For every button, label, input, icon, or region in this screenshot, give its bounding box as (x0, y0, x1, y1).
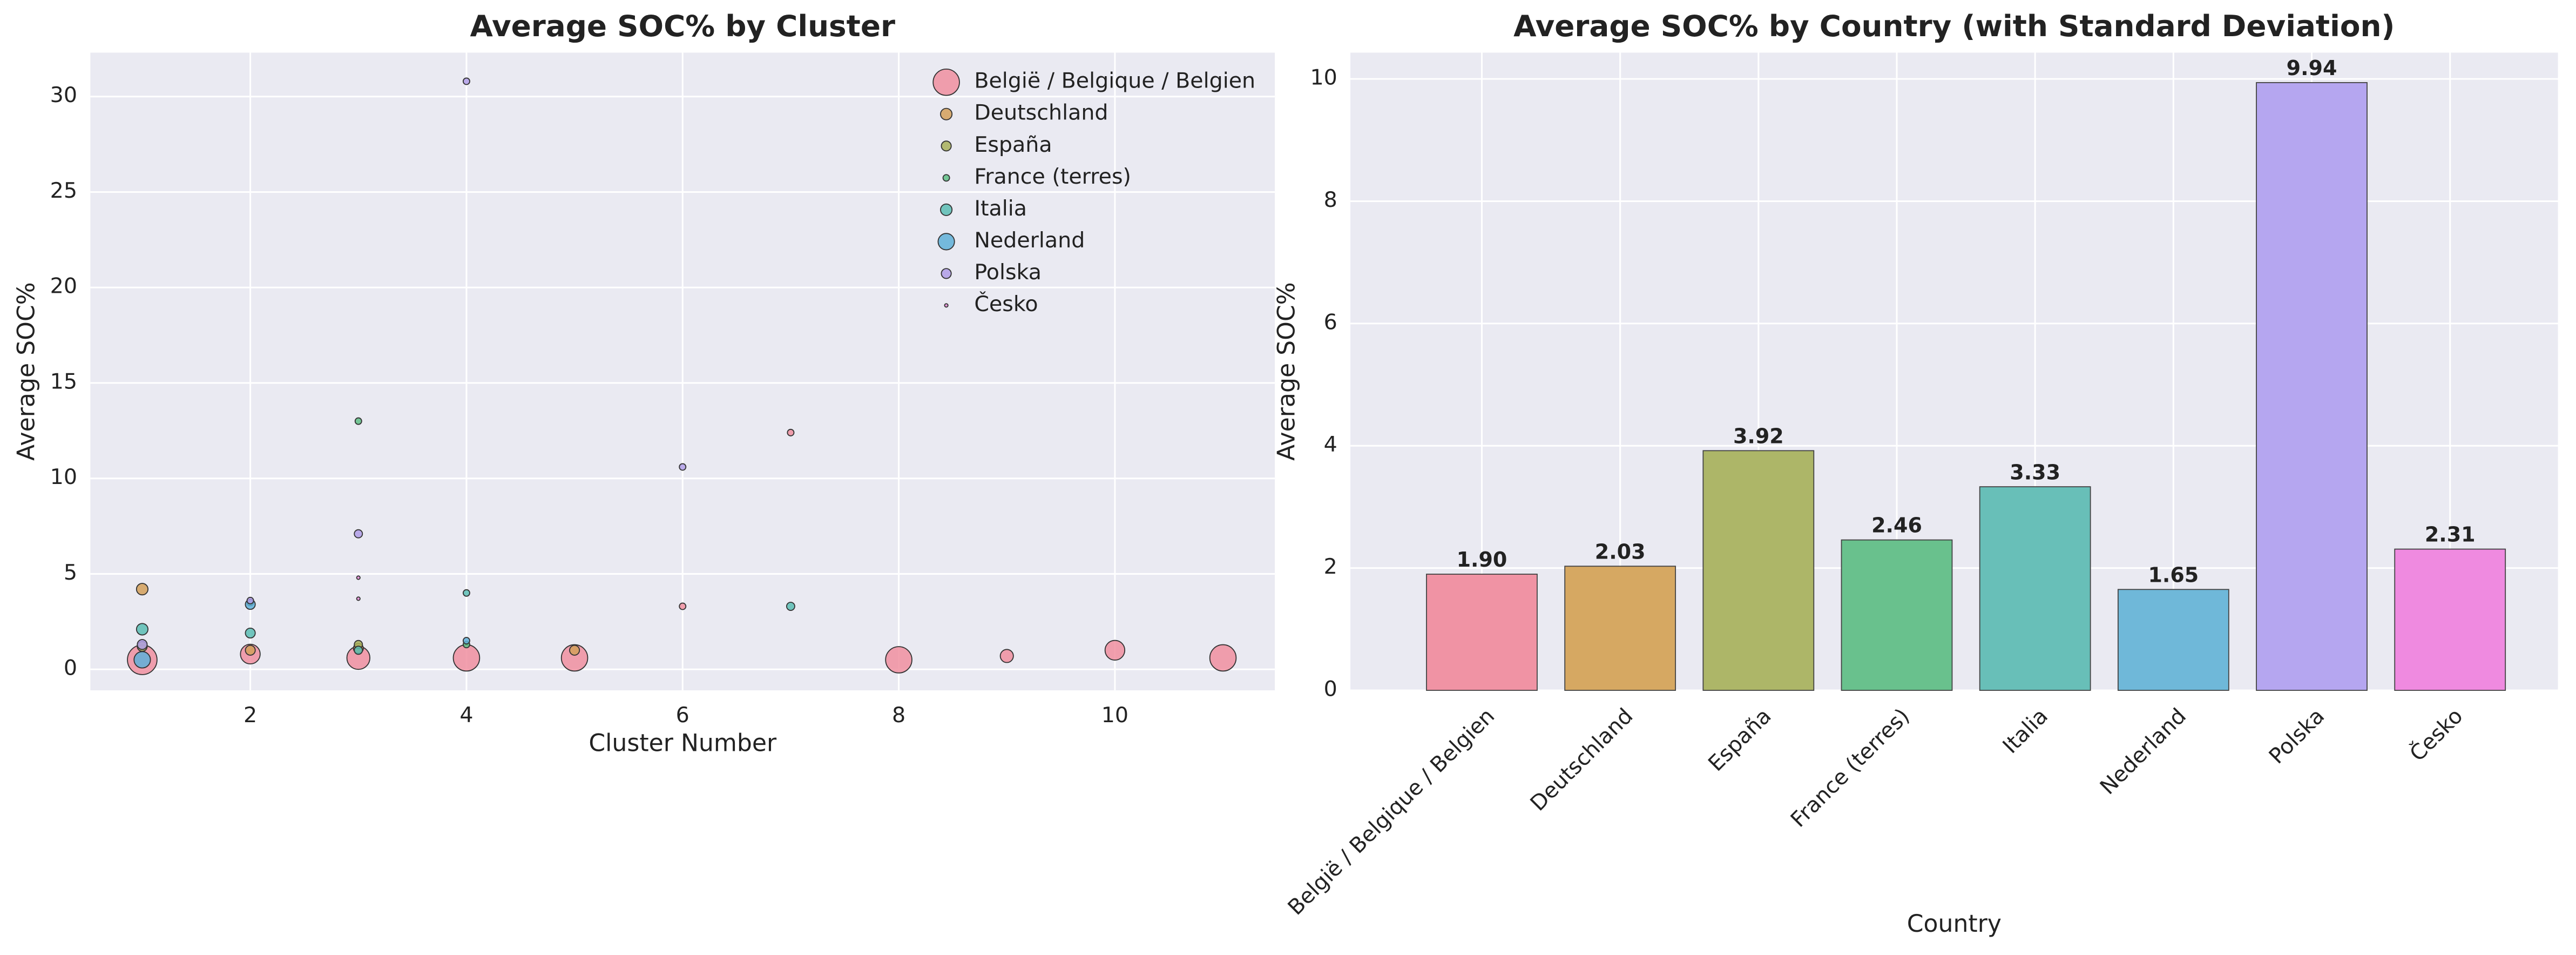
y-tick-label: 15 (50, 369, 77, 394)
bubble (462, 77, 470, 85)
x-tick-label: Česko (2405, 703, 2468, 766)
value-label: 3.92 (1733, 424, 1784, 448)
x-axis-label: Country (1907, 910, 2002, 938)
legend-label: Česko (974, 291, 1038, 317)
value-label: 2.46 (1871, 514, 1922, 537)
value-label: 1.65 (2148, 563, 2199, 587)
legend-marker (941, 268, 952, 279)
y-tick-label: 25 (50, 178, 77, 203)
legend-label: Deutschland (974, 100, 1108, 125)
bubble (1104, 640, 1126, 661)
bubble (452, 644, 481, 672)
y-axis-label: Average SOC% (13, 282, 40, 461)
bubble (356, 575, 361, 580)
value-label: 3.33 (2010, 460, 2060, 484)
x-tick-label: France (terres) (1786, 704, 1915, 832)
bubble (1209, 644, 1237, 672)
bar (2256, 82, 2368, 691)
value-label: 2.31 (2425, 523, 2476, 547)
bar (1564, 566, 1676, 691)
bubble (354, 529, 363, 539)
chart-title: Average SOC% by Country (with Standard D… (1513, 9, 2395, 43)
x-tick-label: Nederland (2095, 704, 2191, 799)
legend-marker (941, 140, 952, 152)
bubble (885, 646, 912, 674)
value-label: 1.90 (1457, 548, 1507, 571)
legend-marker (937, 233, 955, 251)
bubble (246, 596, 254, 604)
bubble (356, 596, 361, 601)
bubble (136, 623, 148, 636)
x-tick-label: Polska (2264, 704, 2330, 769)
legend-marker (942, 174, 950, 182)
legend-marker (932, 68, 960, 96)
y-tick-label: 20 (50, 274, 77, 299)
bubble (999, 649, 1014, 663)
bubble (462, 589, 470, 597)
y-tick-label: 10 (1310, 65, 1337, 90)
bar (1426, 574, 1538, 691)
legend-label: Italia (974, 196, 1027, 221)
y-tick-label: 2 (1324, 554, 1337, 579)
bar (1841, 539, 1953, 691)
legend-marker (940, 107, 953, 120)
legend-label: Polska (974, 260, 1042, 285)
bubble (462, 637, 470, 645)
bar (1979, 486, 2091, 691)
bubble (245, 627, 256, 639)
x-tick-label: 6 (676, 703, 689, 728)
bubble (679, 602, 687, 610)
x-axis-label: Cluster Number (589, 729, 777, 757)
bubble (787, 428, 795, 436)
x-tick-label: Italia (1998, 704, 2053, 759)
x-tick-label: 8 (892, 703, 905, 728)
legend-label: België / Belgique / Belgien (974, 69, 1255, 93)
bar (2394, 548, 2506, 691)
bubble (786, 602, 795, 611)
y-tick-label: 8 (1324, 187, 1337, 212)
bubble (133, 651, 151, 669)
legend-label: Nederland (974, 228, 1085, 253)
bar (2117, 589, 2229, 691)
legend-marker (940, 203, 953, 216)
y-tick-label: 5 (64, 560, 77, 585)
y-tick-label: 10 (50, 465, 77, 489)
legend-marker (944, 303, 949, 308)
y-tick-label: 0 (64, 656, 77, 681)
bubble (569, 644, 580, 656)
value-label: 2.03 (1595, 540, 1646, 563)
legend-label: España (974, 132, 1052, 157)
y-tick-label: 0 (1324, 677, 1337, 702)
bar (1702, 450, 1815, 691)
bubble (560, 644, 589, 672)
x-tick-label: Deutschland (1525, 704, 1638, 816)
x-tick-label: 10 (1101, 703, 1128, 728)
x-tick-label: 2 (244, 703, 257, 728)
bubble (354, 645, 363, 655)
y-tick-label: 30 (50, 83, 77, 107)
x-tick-label: België / Belgique / Belgien (1283, 704, 1499, 920)
bubble (136, 583, 148, 596)
chart-title: Average SOC% by Cluster (470, 9, 895, 43)
y-axis-label: Average SOC% (1273, 282, 1301, 461)
y-tick-label: 6 (1324, 310, 1337, 334)
y-tick-label: 4 (1324, 432, 1337, 457)
bubble (354, 417, 362, 425)
x-tick-label: 4 (459, 703, 473, 728)
bubble (245, 644, 256, 656)
bubble (137, 639, 148, 650)
value-label: 9.94 (2287, 56, 2337, 80)
legend-label: France (terres) (974, 164, 1131, 189)
x-tick-label: España (1703, 704, 1776, 777)
bubble (679, 463, 687, 471)
